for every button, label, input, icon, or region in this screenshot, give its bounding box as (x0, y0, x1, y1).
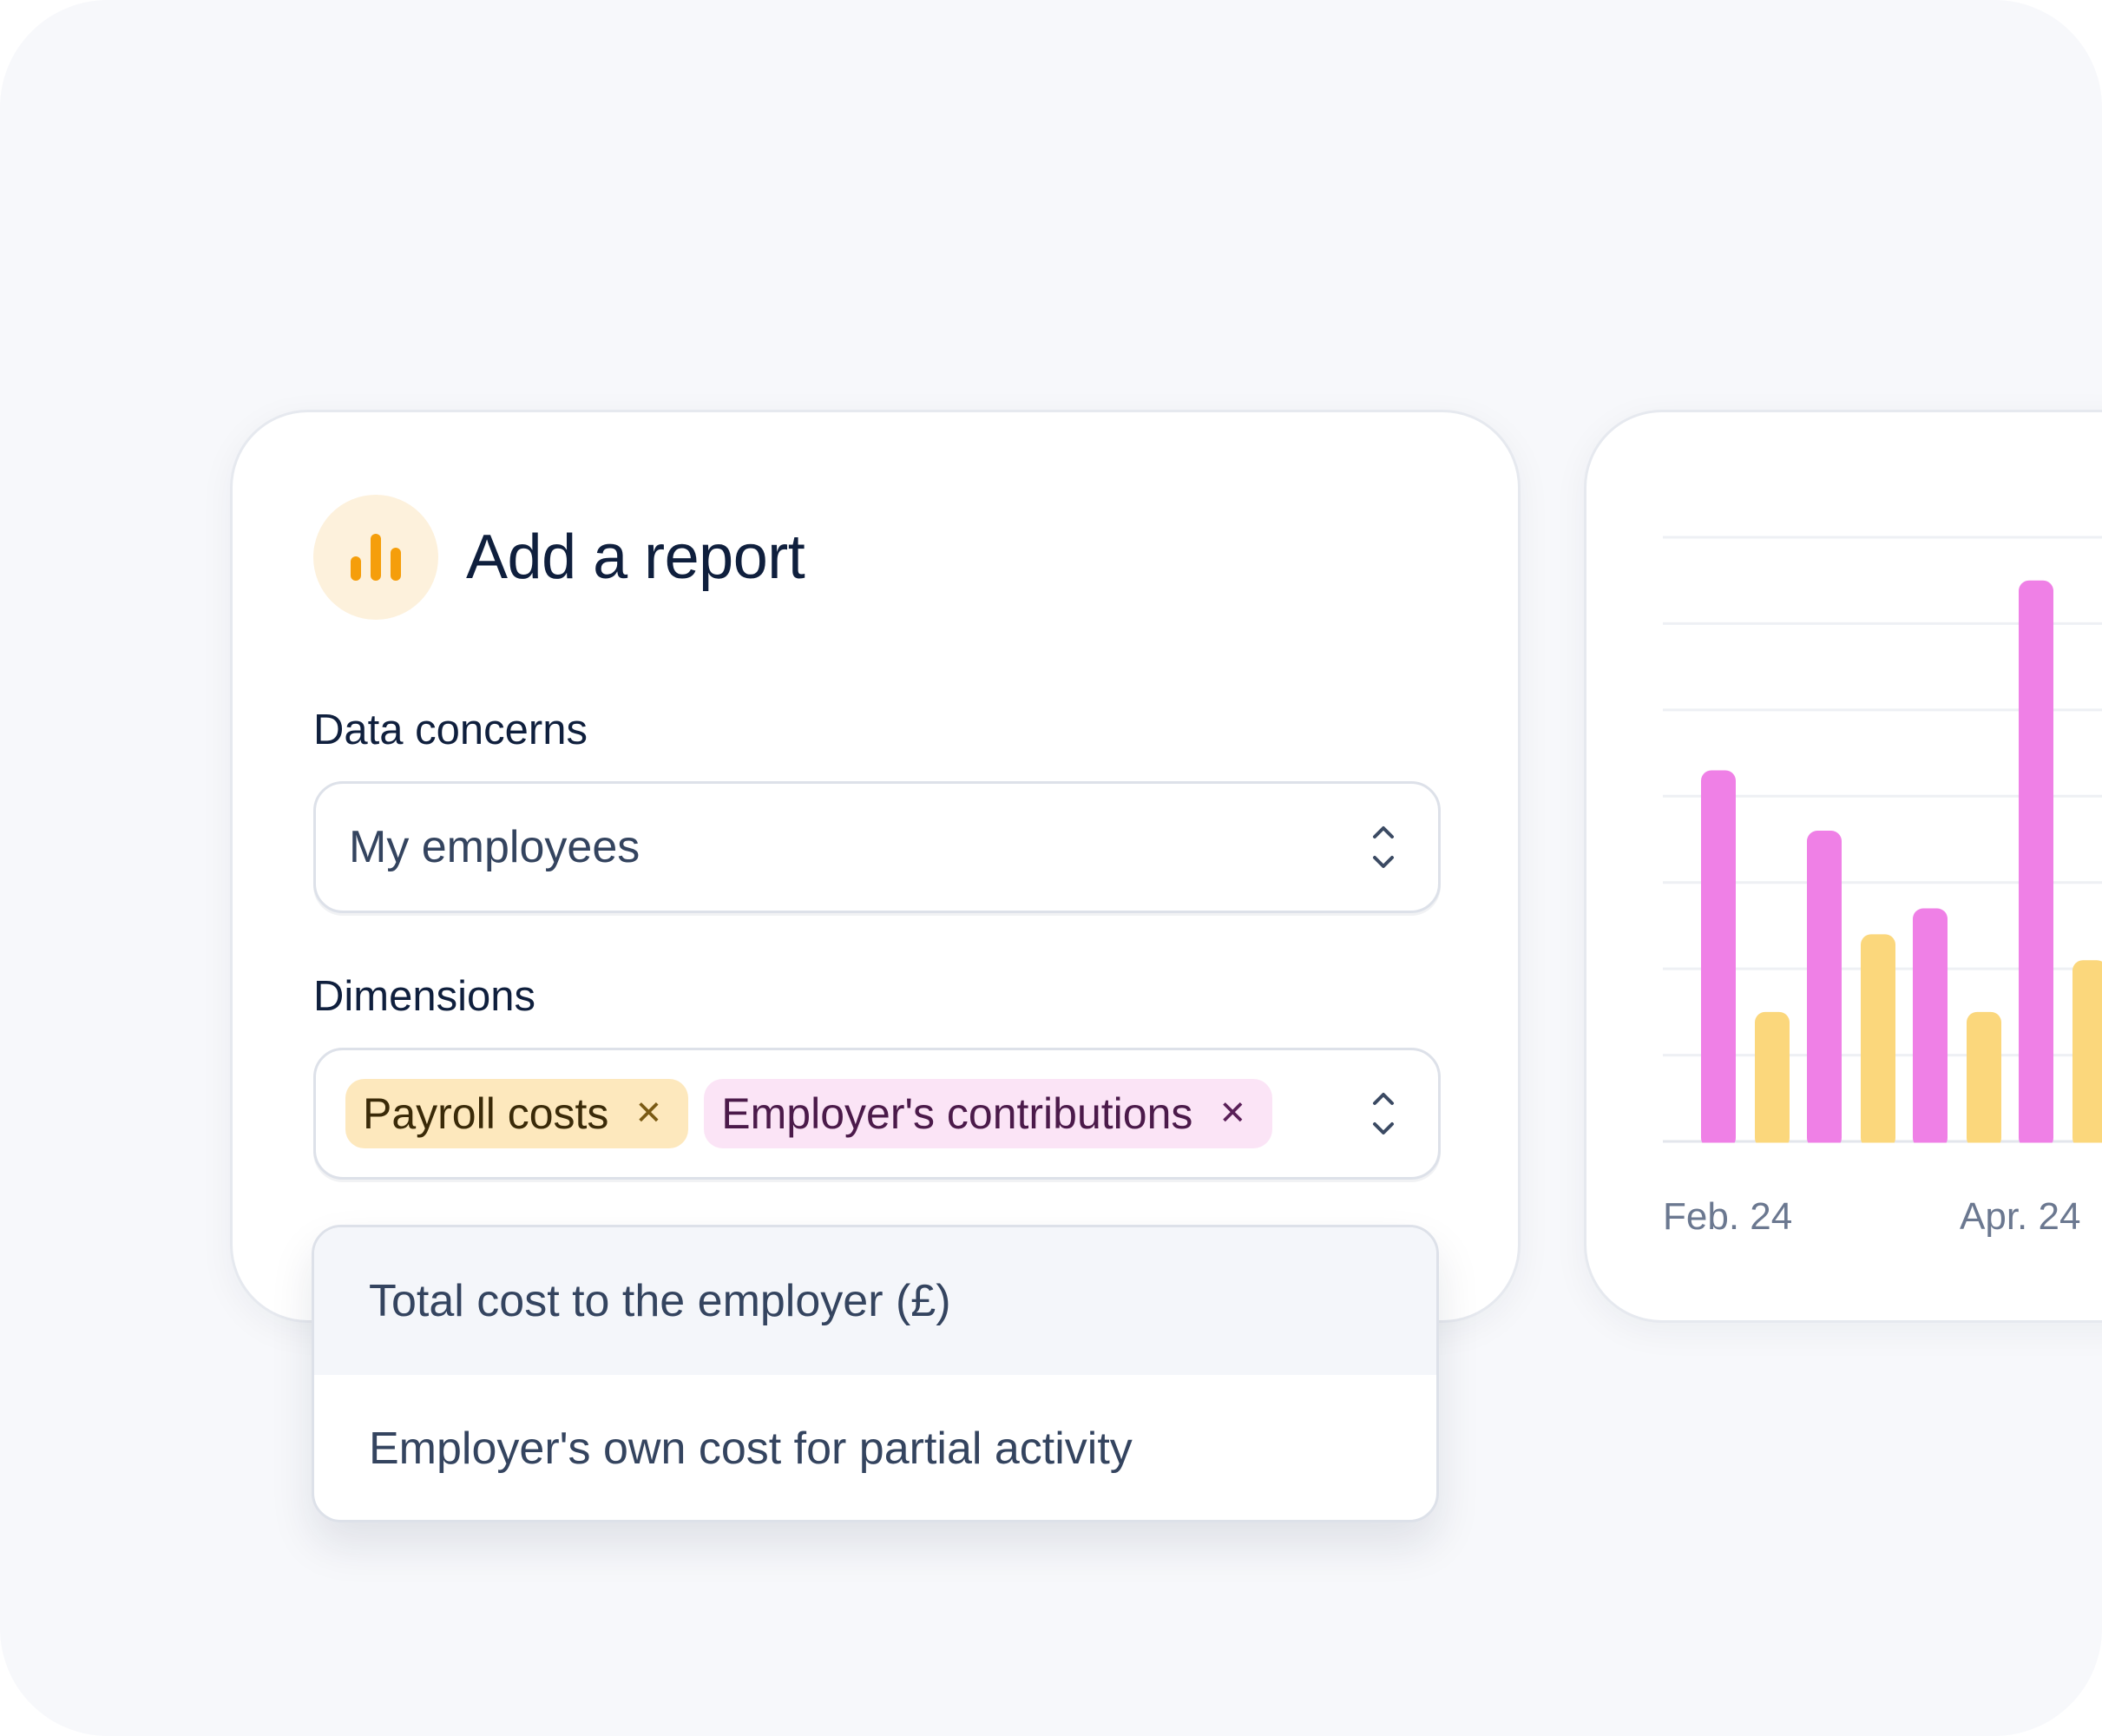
chart-card: Feb. 24 Apr. 24 (1584, 410, 2102, 1323)
x-tick-label: Apr. 24 (1960, 1195, 2081, 1238)
page-title: Add a report (466, 523, 805, 592)
chart-bar (1755, 1011, 1790, 1148)
chevron-up-down-icon (1373, 1093, 1394, 1134)
x-tick-label: Feb. 24 (1663, 1195, 1793, 1238)
tag-payroll-costs: Payroll costs ✕ (345, 1079, 689, 1148)
chart-bar (1861, 934, 1895, 1148)
tag-label: Employer's contributions (721, 1089, 1193, 1138)
chart-bar (2072, 960, 2102, 1148)
add-report-card: Add a report Data concerns My employees … (230, 410, 1521, 1323)
close-icon[interactable]: ✕ (1219, 1095, 1247, 1132)
card-header: Add a report (313, 495, 805, 620)
chart-bar (1967, 1011, 2001, 1148)
tag-label: Payroll costs (363, 1089, 609, 1138)
dimensions-dropdown-menu: Total cost to the employer (£) Employer'… (312, 1225, 1439, 1522)
dimension-tags: Payroll costs ✕ Employer's contributions… (345, 1079, 1273, 1148)
dimensions-multiselect[interactable]: Payroll costs ✕ Employer's contributions… (313, 1048, 1441, 1180)
data-concerns-value: My employees (349, 822, 640, 872)
chart-bar (1701, 770, 1736, 1148)
dimensions-label: Dimensions (313, 973, 535, 1020)
chart-bar (2019, 580, 2053, 1148)
close-icon[interactable]: ✕ (634, 1095, 663, 1132)
data-concerns-select[interactable]: My employees (313, 781, 1441, 913)
baseline-cover (1663, 1142, 2102, 1154)
chart-bar (1913, 908, 1948, 1148)
bar-chart (1663, 536, 2102, 1154)
tag-employers-contributions: Employer's contributions ✕ (704, 1079, 1273, 1148)
chevron-up-down-icon (1373, 826, 1394, 868)
dropdown-option[interactable]: Employer's own cost for partial activity (369, 1424, 1133, 1474)
chart-bar (1807, 831, 1842, 1148)
bar-chart-icon (313, 495, 438, 620)
data-concerns-label: Data concerns (313, 707, 588, 753)
dropdown-option[interactable]: Total cost to the employer (£) (314, 1227, 1436, 1375)
